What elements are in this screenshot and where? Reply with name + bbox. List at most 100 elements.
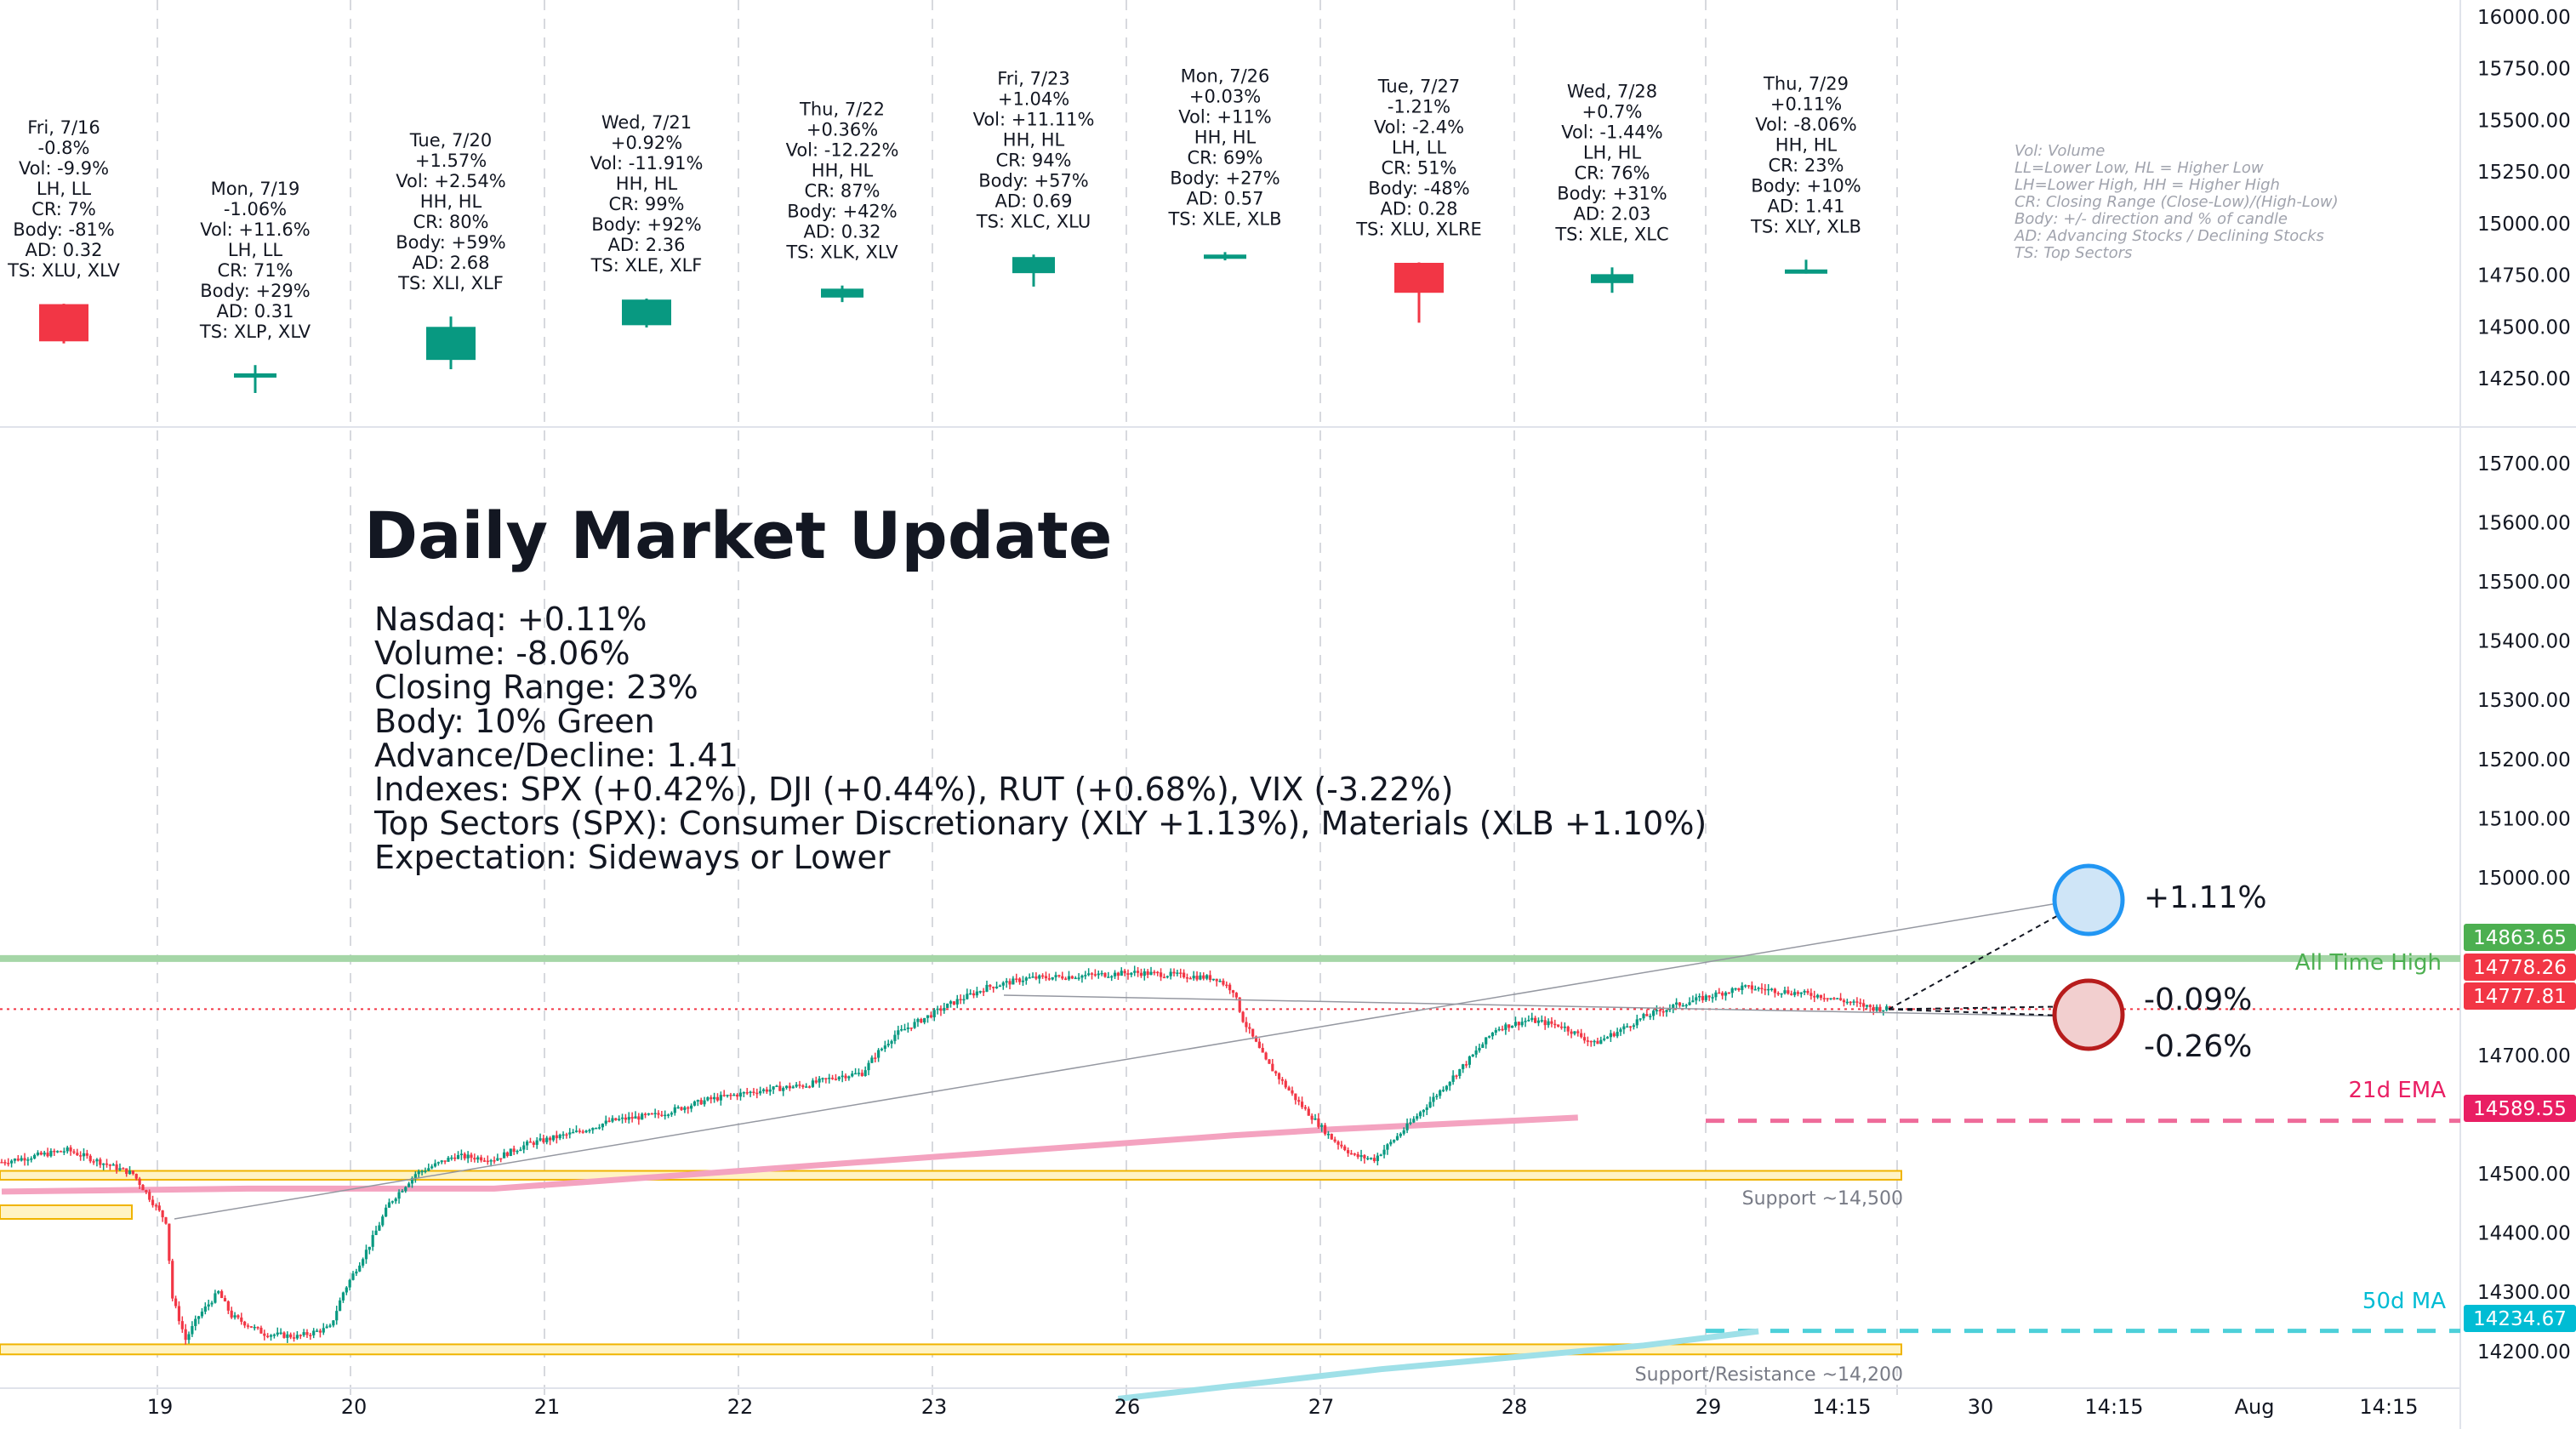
intraday-candle-body: [111, 1164, 115, 1166]
intraday-candle-body: [1261, 1047, 1264, 1053]
intraday-candle-body: [706, 1097, 710, 1101]
intraday-candle-body: [1349, 1153, 1354, 1155]
intraday-candle-body: [863, 1070, 867, 1076]
intraday-candle-body: [1120, 971, 1123, 976]
intraday-candle-body: [1809, 993, 1813, 996]
intraday-candle-body: [1169, 971, 1172, 976]
intraday-candle-body: [1845, 1001, 1849, 1004]
intraday-price-tick: 14400.00: [2477, 1223, 2571, 1245]
intraday-candle-body: [145, 1190, 148, 1193]
intraday-candle-body: [1103, 972, 1107, 977]
intraday-price-tick: 14300.00: [2477, 1282, 2571, 1304]
intraday-candle-body: [33, 1154, 37, 1159]
intraday-candle-body: [1330, 1133, 1333, 1140]
intraday-candle-body: [476, 1157, 480, 1160]
intraday-candle-body: [230, 1310, 233, 1318]
intraday-candle-body: [558, 1135, 561, 1139]
intraday-candle-body: [1609, 1033, 1612, 1038]
intraday-candle-body: [92, 1161, 95, 1163]
intraday-candle-body: [1162, 976, 1166, 979]
day-stat-label: CR: 99%: [608, 194, 684, 214]
intraday-candle-body: [1520, 1022, 1524, 1026]
intraday-candle-body: [650, 1113, 653, 1115]
intraday-candle-body: [1628, 1026, 1633, 1028]
intraday-candle-body: [1596, 1040, 1599, 1045]
summary-top-sectors: Top Sectors (SPX): Consumer Discretionar…: [374, 805, 1707, 842]
day-stat-label: -0.8%: [38, 138, 90, 158]
intraday-candle-body: [653, 1113, 657, 1114]
intraday-candle-body: [433, 1163, 437, 1167]
intraday-candle-body: [266, 1335, 270, 1338]
price-tags: 14863.65 14778.26 14777.81 14589.55 14234.67: [2464, 924, 2576, 1332]
intraday-candle-body: [1684, 1005, 1688, 1007]
intraday-candle-body: [969, 993, 972, 995]
intraday-candle-body: [1651, 1011, 1656, 1016]
day-stat-label: CR: 94%: [995, 150, 1071, 170]
intraday-candle-body: [240, 1317, 243, 1322]
day-stat-label: AD: 2.68: [412, 253, 489, 273]
intraday-candle-body: [1238, 997, 1241, 1012]
time-tick: 14:15: [2084, 1395, 2143, 1419]
intraday-candle-body: [226, 1301, 230, 1311]
daily-candle-body: [1591, 274, 1633, 283]
intraday-candle-body: [676, 1107, 680, 1109]
level-lines: [0, 954, 2460, 1334]
day-header-label: Mon, 7/19: [211, 179, 300, 199]
intraday-candle-body: [420, 1170, 424, 1173]
intraday-candle-body: [680, 1107, 683, 1110]
intraday-candle-body: [749, 1091, 752, 1093]
intraday-candle-body: [1783, 990, 1787, 993]
intraday-candle-body: [588, 1130, 591, 1132]
intraday-candle-body: [574, 1130, 578, 1132]
intraday-candle-body: [1468, 1056, 1472, 1065]
intraday-candle-body: [1310, 1115, 1314, 1120]
intraday-candle-body: [1799, 992, 1803, 994]
intraday-candle-body: [1156, 971, 1160, 974]
intraday-candle-body: [407, 1183, 411, 1187]
intraday-candle-body: [332, 1320, 335, 1326]
intraday-candle-body: [164, 1217, 168, 1224]
day-stat-label: CR: 69%: [1187, 147, 1262, 168]
intraday-candle-body: [269, 1335, 273, 1337]
day-stat-label: AD: 0.32: [25, 240, 102, 260]
intraday-candle-body: [404, 1187, 407, 1192]
intraday-candle-body: [1859, 1002, 1862, 1005]
intraday-candle-body: [1097, 973, 1100, 976]
intraday-candle-body: [782, 1088, 785, 1091]
intraday-candle-body: [1172, 971, 1176, 974]
intraday-candle-body: [1185, 977, 1189, 979]
intraday-candle-body: [1813, 995, 1816, 998]
day-stat-label: Vol: -8.06%: [1755, 114, 1856, 134]
intraday-candle-body: [279, 1332, 282, 1335]
intraday-candle-body: [1478, 1047, 1481, 1050]
intraday-candle-body: [952, 1001, 955, 1005]
day-stat-label: CR: 51%: [1381, 158, 1456, 179]
intraday-candle-body: [1451, 1075, 1455, 1082]
intraday-candle-body: [551, 1135, 556, 1141]
intraday-candle-body: [355, 1271, 358, 1274]
intraday-candle-body: [122, 1168, 125, 1170]
intraday-candle-body: [736, 1094, 739, 1097]
time-tick: 30: [1968, 1395, 1994, 1419]
intraday-candle-body: [49, 1150, 53, 1157]
trend-lines: [174, 897, 2094, 1220]
flat-trend-line: [1003, 994, 2081, 1017]
day-stat-label: TS: XLK, XLV: [785, 242, 898, 263]
intraday-candle-body: [759, 1090, 762, 1094]
day-stat-label: CR: 87%: [804, 181, 880, 202]
intraday-candle-body: [1757, 988, 1760, 989]
intraday-candle-body: [1320, 1124, 1324, 1127]
intraday-candle-body: [1580, 1033, 1583, 1038]
intraday-candle-body: [397, 1192, 401, 1199]
intraday-candle-body: [1333, 1139, 1336, 1142]
intraday-candle-body: [463, 1153, 466, 1159]
intraday-candle-body: [1570, 1031, 1573, 1034]
intraday-candle-body: [1093, 974, 1097, 976]
intraday-candle-body: [1067, 976, 1071, 980]
ma-label: 50d MA: [2362, 1289, 2446, 1314]
time-tick: 14:15: [1812, 1395, 1871, 1419]
legend-line: Body: +/- direction and % of candle: [2015, 210, 2288, 228]
intraday-candle-body: [1015, 978, 1018, 980]
intraday-candle-body: [1792, 992, 1797, 995]
intraday-candle-body: [318, 1330, 322, 1333]
